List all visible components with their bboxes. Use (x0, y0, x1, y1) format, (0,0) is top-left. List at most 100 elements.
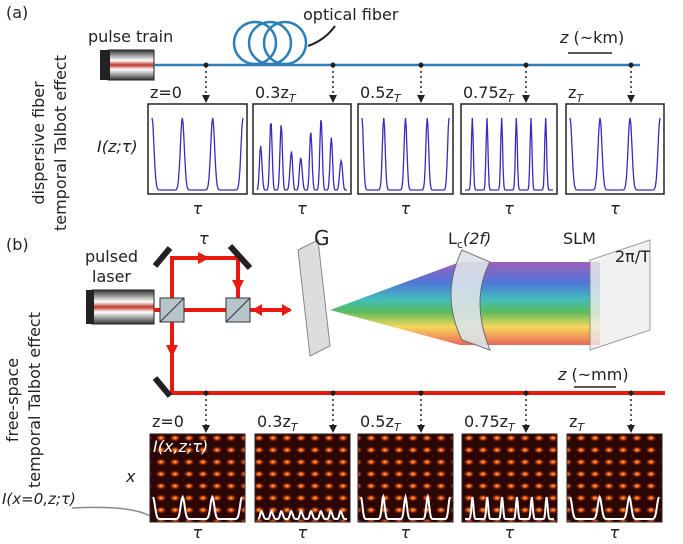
axis-label: z (~km) (559, 28, 624, 47)
z-label: 0.75zT (464, 412, 516, 434)
lens (450, 249, 491, 351)
z-base: 0.5z (360, 83, 394, 102)
trace-label: I(x=0,z;τ) (2, 490, 76, 508)
trace-curve (152, 494, 243, 520)
side-label: temporal Talbot effect (25, 312, 44, 488)
z-label: 0.3zT (255, 83, 297, 105)
z-sub: T (291, 421, 299, 434)
slm-label: SLM (563, 229, 596, 248)
trace-curve (569, 494, 660, 520)
intensity-image (566, 433, 663, 523)
intensity-curve (151, 117, 244, 191)
drop-arrow (417, 95, 425, 103)
beam-splitters (159, 297, 251, 323)
z-label: zT (568, 83, 584, 105)
trace-pointer (71, 506, 151, 517)
source-cap (100, 50, 110, 80)
intensity-image (357, 433, 454, 523)
image-label: I(x,z;τ) (153, 437, 208, 456)
z-label: 0.75zT (463, 83, 515, 105)
source-label: laser (92, 267, 131, 286)
tap-dot (523, 390, 529, 396)
time-label: τ (505, 523, 515, 542)
intensity-curve (569, 117, 661, 191)
tap-dot (203, 390, 209, 396)
grating (297, 239, 331, 357)
z-sub: T (508, 421, 516, 434)
tap-dot (330, 62, 336, 68)
intensity-curve (256, 119, 348, 191)
drop-arrow (627, 425, 635, 433)
tap-dot (203, 62, 209, 68)
time-label: τ (297, 199, 307, 218)
side-label: free-space (3, 358, 22, 442)
intensity-image (461, 433, 558, 523)
panel-label: (a) (6, 3, 28, 22)
z-sub: T (576, 92, 584, 105)
z-base: z=0 (150, 83, 182, 102)
source-label: pulse train (88, 27, 173, 46)
source-label: pulsed (85, 247, 138, 266)
drop-arrow (329, 425, 337, 433)
time-label: τ (193, 523, 203, 542)
z-base: 0.3z (255, 83, 289, 102)
z-base: 0.75z (464, 412, 508, 431)
drop-arrow (522, 95, 530, 103)
time-label: τ (504, 199, 514, 218)
fiber-coil (232, 20, 308, 66)
z-label: z=0 (150, 83, 182, 102)
time-label: τ (298, 523, 308, 542)
plot-frame (565, 103, 665, 195)
plot-frame (252, 103, 352, 195)
drop-arrow (329, 95, 337, 103)
trace-curve (360, 493, 451, 520)
z-sub: T (289, 92, 297, 105)
lens-label: Lc(2f) (448, 229, 491, 251)
drop-arrow (202, 425, 210, 433)
grating-label: G (314, 226, 330, 250)
time-label: τ (193, 199, 203, 218)
z-label: 0.5zT (360, 83, 402, 105)
plot-frame (357, 103, 454, 195)
plot-frame (460, 103, 558, 195)
fiber-label: optical fiber (303, 5, 399, 24)
intensity-curve (361, 117, 450, 191)
intensity-image (254, 433, 351, 523)
z-sub: T (507, 92, 515, 105)
z-base: z (569, 412, 577, 431)
axis-label: z (~mm) (557, 365, 629, 384)
z-base: z (568, 83, 576, 102)
intensity-curve (465, 117, 553, 191)
beam-arrows (166, 252, 292, 357)
drop-arrow (417, 425, 425, 433)
side-label: dispersive fiber (29, 81, 48, 205)
pulse-source (107, 49, 155, 81)
z-sub: T (577, 421, 585, 434)
trace-curve (465, 496, 554, 520)
mirrors (152, 243, 253, 398)
tap-dot (418, 62, 424, 68)
time-label: τ (401, 523, 411, 542)
fiber-pointer (307, 25, 336, 47)
source-cap (86, 290, 94, 324)
trace-curve (257, 509, 347, 520)
z-label: 0.5zT (360, 412, 402, 434)
z-label: 0.3zT (257, 412, 299, 434)
slm (589, 239, 651, 351)
tap-dot (418, 390, 424, 396)
time-label: τ (610, 199, 620, 218)
z-label: zT (569, 412, 585, 434)
plot-frame (147, 103, 248, 195)
time-label: τ (401, 199, 411, 218)
drop-arrow (202, 95, 210, 103)
period-label: 2π/T (615, 247, 650, 266)
z-sub: T (394, 421, 402, 434)
tap-dot (628, 62, 634, 68)
tap-dot (330, 390, 336, 396)
drop-arrow (627, 95, 635, 103)
laser-source (91, 289, 155, 325)
x-label: x (125, 467, 136, 486)
z-label: z=0 (152, 412, 184, 431)
z-sub: T (394, 92, 402, 105)
